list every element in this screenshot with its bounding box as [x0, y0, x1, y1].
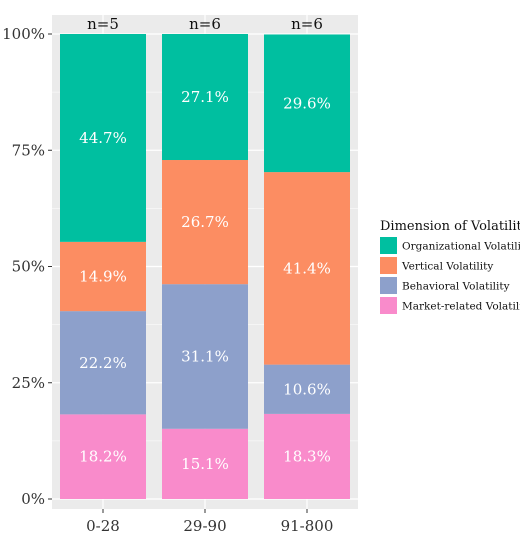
legend-label: Behavioral Volatility	[402, 281, 510, 293]
legend-swatch	[380, 237, 397, 254]
bar-segment	[60, 311, 146, 415]
bar-count-label: n=6	[189, 15, 221, 33]
bar-labels: 18.2% 22.2% 14.9% 44.7% 15.1% 31.1% 26.7% 27.1%…	[79, 88, 331, 473]
y-tick-label: 50%	[12, 258, 45, 276]
legend: Dimension of Volatility Organizational V…	[380, 219, 520, 314]
bar-segment	[162, 34, 248, 161]
bar-segment	[162, 284, 248, 429]
bar-segment	[60, 414, 146, 499]
y-tick-label: 100%	[2, 25, 45, 43]
y-tick-label: 0%	[21, 490, 45, 508]
x-tick-label: 0-28	[86, 517, 120, 535]
bar-value-label: 44.7%	[79, 129, 127, 147]
bar-segment	[264, 413, 350, 499]
bar-value-label: 31.1%	[181, 347, 229, 365]
legend-swatch	[380, 297, 397, 314]
bar-value-label: 27.1%	[181, 88, 229, 106]
legend-label: Vertical Volatility	[401, 261, 493, 273]
bars	[60, 34, 350, 499]
bar-value-label: 18.2%	[79, 448, 127, 466]
bar-value-label: 29.6%	[283, 94, 331, 112]
bar-segment	[162, 160, 248, 285]
bar-segment	[162, 428, 248, 499]
bar-value-label: 41.4%	[283, 259, 331, 277]
bar-segment	[264, 34, 350, 173]
y-tick-label: 25%	[12, 374, 45, 392]
bar-segment	[60, 241, 146, 312]
bar-count-label: n=5	[87, 15, 119, 33]
legend-title: Dimension of Volatility	[380, 219, 520, 234]
y-axis: 0% 25% 50% 75% 100%	[2, 25, 52, 508]
x-axis: 0-28 29-90 91-800	[86, 509, 333, 535]
bar-value-label: 10.6%	[283, 380, 331, 398]
legend-label: Organizational Volatility	[402, 241, 520, 253]
bar-value-label: 18.3%	[283, 447, 331, 465]
legend-swatch	[380, 277, 397, 294]
bar-count-label: n=6	[291, 15, 323, 33]
bar-segment	[60, 34, 146, 242]
x-tick-label: 29-90	[183, 517, 226, 535]
bar-segment	[264, 364, 350, 414]
bar-value-label: 22.2%	[79, 354, 127, 372]
legend-swatch	[380, 257, 397, 274]
legend-label: Market-related Volatility	[402, 301, 520, 313]
bar-value-label: 26.7%	[181, 213, 229, 231]
bar-value-label: 14.9%	[79, 267, 127, 285]
bar-segment	[264, 172, 350, 365]
bar-value-label: 15.1%	[181, 455, 229, 473]
x-tick-label: 91-800	[281, 517, 334, 535]
top-labels: n=5 n=6 n=6	[87, 15, 323, 33]
y-tick-label: 75%	[12, 141, 45, 159]
